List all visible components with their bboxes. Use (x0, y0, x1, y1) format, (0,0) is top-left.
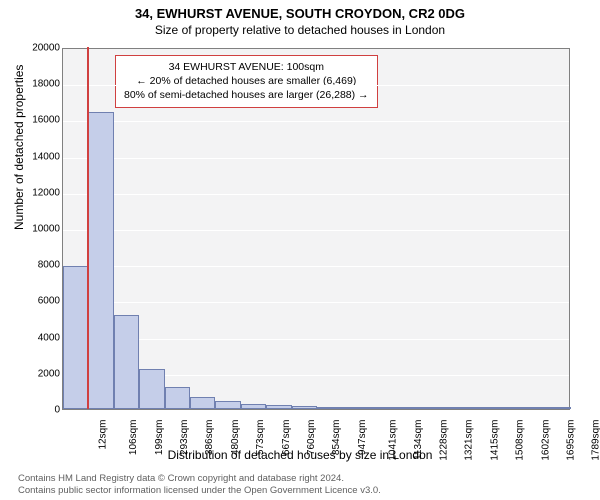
x-tick-label: 573sqm (255, 420, 266, 456)
x-tick-label: 480sqm (230, 420, 241, 456)
x-tick-label: 947sqm (357, 420, 368, 456)
chart-plot-area: 34 EWHURST AVENUE: 100sqm ← 20% of detac… (62, 48, 570, 410)
histogram-bar (88, 112, 113, 409)
annotation-box: 34 EWHURST AVENUE: 100sqm ← 20% of detac… (115, 55, 378, 108)
y-tick-label: 12000 (20, 187, 60, 198)
grid-line (63, 230, 569, 231)
x-axis-label: Distribution of detached houses by size … (0, 448, 600, 462)
y-tick-label: 6000 (20, 296, 60, 307)
histogram-bar (469, 407, 494, 409)
histogram-bar (63, 266, 88, 409)
x-tick-label: 760sqm (306, 420, 317, 456)
histogram-bar (368, 407, 393, 409)
annotation-line-1: 34 EWHURST AVENUE: 100sqm (124, 60, 369, 74)
x-tick-label: 1602sqm (540, 420, 551, 461)
grid-line (63, 121, 569, 122)
histogram-bar (546, 407, 571, 409)
x-tick-label: 12sqm (97, 420, 108, 450)
reference-marker-line (87, 47, 89, 409)
y-tick-label: 14000 (20, 151, 60, 162)
histogram-bar (266, 405, 291, 409)
histogram-bar (342, 407, 367, 409)
x-tick-label: 854sqm (331, 420, 342, 456)
histogram-bar (165, 387, 190, 409)
histogram-bar (190, 397, 215, 409)
histogram-bar (292, 406, 317, 409)
y-tick-label: 2000 (20, 368, 60, 379)
x-tick-label: 1134sqm (412, 420, 423, 460)
x-tick-label: 1789sqm (591, 420, 600, 461)
x-tick-label: 667sqm (281, 420, 292, 456)
histogram-bar (419, 407, 444, 409)
histogram-bar (317, 407, 342, 409)
x-tick-label: 1508sqm (515, 420, 526, 461)
histogram-bar (444, 407, 469, 409)
histogram-bar (520, 407, 545, 409)
histogram-bar (393, 407, 418, 409)
grid-line (63, 158, 569, 159)
histogram-bar (215, 401, 240, 409)
annotation-line-2: ← 20% of detached houses are smaller (6,… (124, 74, 369, 88)
grid-line (63, 85, 569, 86)
histogram-bar (114, 315, 139, 409)
x-tick-label: 1041sqm (388, 420, 399, 461)
y-tick-label: 4000 (20, 332, 60, 343)
y-tick-label: 8000 (20, 260, 60, 271)
histogram-bar (139, 369, 164, 409)
chart-title: 34, EWHURST AVENUE, SOUTH CROYDON, CR2 0… (0, 0, 600, 21)
y-tick-label: 20000 (20, 43, 60, 54)
footer-attribution: Contains HM Land Registry data © Crown c… (18, 473, 381, 496)
y-tick-label: 16000 (20, 115, 60, 126)
chart-subtitle: Size of property relative to detached ho… (0, 21, 600, 37)
footer-line-1: Contains HM Land Registry data © Crown c… (18, 473, 381, 484)
x-tick-label: 1321sqm (464, 420, 475, 461)
x-tick-label: 106sqm (128, 420, 139, 456)
y-tick-label: 0 (20, 405, 60, 416)
histogram-bar (241, 404, 266, 409)
annotation-line-3: 80% of semi-detached houses are larger (… (124, 88, 369, 102)
x-tick-label: 1228sqm (439, 420, 450, 461)
grid-line (63, 266, 569, 267)
grid-line (63, 194, 569, 195)
x-tick-label: 293sqm (179, 420, 190, 456)
x-tick-label: 1415sqm (489, 420, 500, 461)
grid-line (63, 302, 569, 303)
footer-line-2: Contains public sector information licen… (18, 485, 381, 496)
x-tick-label: 199sqm (154, 420, 165, 456)
x-tick-label: 386sqm (204, 420, 215, 456)
x-tick-label: 1695sqm (566, 420, 577, 461)
y-tick-label: 10000 (20, 224, 60, 235)
histogram-bar (495, 407, 520, 409)
y-tick-label: 18000 (20, 79, 60, 90)
